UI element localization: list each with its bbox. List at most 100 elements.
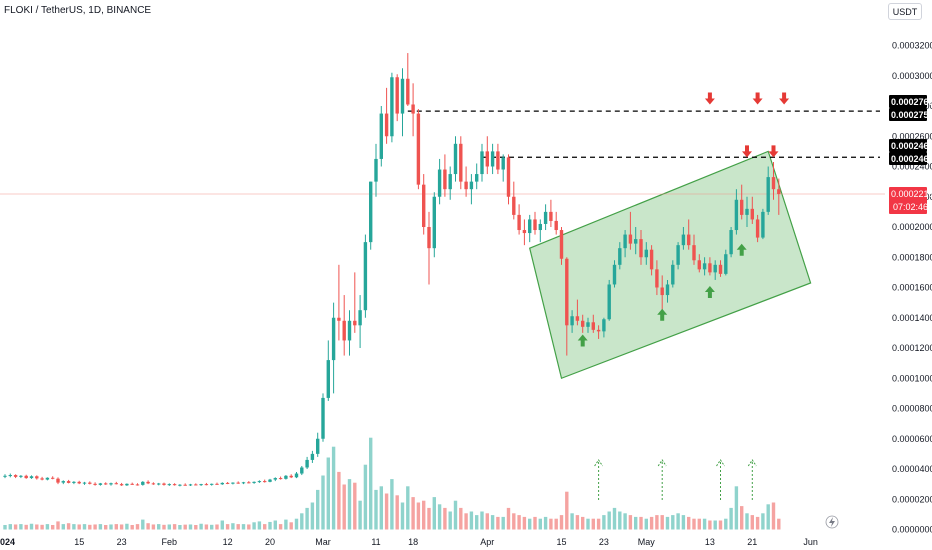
volume-bar <box>252 522 256 530</box>
candle-body <box>581 320 585 327</box>
candle-body <box>485 151 489 167</box>
candle-body <box>119 484 124 486</box>
candle-body <box>708 263 712 273</box>
arrow-layer <box>577 92 790 500</box>
volume-bar <box>40 524 44 530</box>
volume-bar <box>437 504 442 530</box>
volume-bar <box>61 524 65 530</box>
volume-bar <box>188 524 193 530</box>
volume-bar <box>655 515 659 530</box>
volume-bar <box>533 516 537 530</box>
volume-bar <box>522 516 527 530</box>
candle-body <box>294 473 299 478</box>
volume-bar <box>379 486 383 530</box>
candle-body <box>35 476 39 479</box>
volume-bar <box>369 437 373 530</box>
x-tick-label: 18 <box>408 537 418 547</box>
candle-body <box>649 249 654 270</box>
candle-body <box>448 174 452 190</box>
candle-body <box>506 157 511 197</box>
volume-bar <box>443 507 447 530</box>
candle-body <box>432 196 436 249</box>
volume-bar <box>347 479 352 530</box>
volume-bar <box>24 524 28 530</box>
volume-bar <box>194 525 198 530</box>
volume-bar <box>697 518 701 530</box>
candle-body <box>395 77 399 114</box>
candle-body <box>586 322 590 327</box>
volume-bar <box>374 489 378 530</box>
volume-bar <box>316 489 320 530</box>
volume-bar <box>681 515 686 530</box>
candle-body <box>300 467 304 474</box>
volume-bar <box>745 513 749 530</box>
candle-body <box>565 258 569 326</box>
volume-bar <box>257 521 262 530</box>
candle-body <box>77 481 81 484</box>
candle-body <box>104 483 108 485</box>
volume-bar <box>565 491 569 530</box>
level-tag: 0.00024607 <box>889 152 932 165</box>
candle-body <box>241 482 246 484</box>
candle-body <box>310 453 315 460</box>
candle-body <box>358 310 362 326</box>
volume-bar <box>342 484 346 530</box>
currency-button[interactable]: USDT <box>888 3 922 20</box>
sell-signal-arrow <box>742 145 752 158</box>
volume-bar <box>183 524 187 530</box>
volume-bar <box>19 524 23 530</box>
volume-bar <box>157 524 161 530</box>
volume-bar <box>162 524 166 530</box>
candle-body <box>591 322 595 330</box>
candle-body <box>427 227 431 249</box>
volume-bar <box>395 495 399 530</box>
volume-bar <box>570 513 574 530</box>
candle-body <box>459 143 463 182</box>
candle-body <box>278 478 283 480</box>
candle-body <box>172 484 177 486</box>
volume-bar <box>400 502 405 530</box>
volume-bar <box>618 511 622 530</box>
candle-body <box>72 481 76 483</box>
candle-body <box>157 483 161 485</box>
candle-body <box>268 479 272 482</box>
volume-bar <box>671 515 675 530</box>
volume-bar <box>114 524 118 530</box>
candle-body <box>257 481 262 483</box>
candle-body <box>681 234 686 246</box>
volume-bar <box>384 493 389 530</box>
volume-bar <box>45 524 50 530</box>
volume-bar <box>167 524 171 530</box>
candle-body <box>734 199 739 231</box>
volume-bar <box>469 511 474 530</box>
y-tick-label: 0.00002000 <box>892 494 932 504</box>
down-arrow-shape <box>768 145 779 158</box>
candle-body <box>326 360 330 398</box>
x-tick-label: 21 <box>747 537 757 547</box>
candle-body <box>618 248 622 265</box>
volume-bar <box>581 516 585 530</box>
volume-bar <box>77 524 81 530</box>
y-tick-label: 0.00020000 <box>892 222 932 232</box>
candle-body <box>183 484 187 486</box>
candle-body <box>98 483 103 485</box>
candle-body <box>40 478 44 480</box>
candle-body <box>337 317 341 321</box>
candle-body <box>146 481 150 484</box>
candle-body <box>167 484 171 486</box>
volume-bar <box>612 507 617 530</box>
candle-body <box>406 78 410 105</box>
y-tick-label: 0.00010000 <box>892 373 932 383</box>
volume-arrow-head <box>657 459 667 467</box>
candle-body <box>411 104 415 114</box>
axis-layer: 0.000320000.000300000.000280000.00026000… <box>0 41 932 548</box>
volume-bar <box>231 523 235 530</box>
candle-body <box>66 481 71 483</box>
volume-bar <box>135 524 140 530</box>
volume-layer <box>3 437 781 530</box>
candle-body <box>353 320 357 326</box>
volume-bar <box>750 515 754 530</box>
candle-body <box>623 234 627 249</box>
candle-body <box>745 208 749 215</box>
